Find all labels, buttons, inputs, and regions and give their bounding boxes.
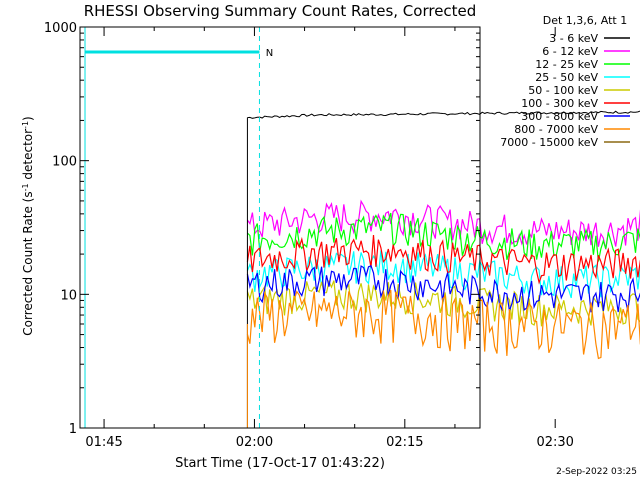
legend-label-2: 12 - 25 keV	[535, 58, 598, 71]
series-line-0	[247, 110, 640, 119]
legend-label-1: 6 - 12 keV	[542, 45, 598, 58]
y-tick-label-2: 100	[52, 155, 77, 170]
legend-label-5: 100 - 300 keV	[521, 97, 598, 110]
legend-label-0: 3 - 6 keV	[549, 32, 598, 45]
legend-label-3: 25 - 50 keV	[535, 71, 598, 84]
series-line-4	[246, 279, 640, 327]
y-tick-label-0: 1	[69, 422, 77, 437]
axes-layer: 01:4502:0002:1502:3002:4503:0003:1511010…	[44, 21, 574, 450]
overlay-layer: NS	[84, 27, 273, 428]
footer-date: 2-Sep-2022 03:25	[556, 467, 637, 477]
series-line-5	[246, 234, 640, 285]
y-axis-label-main: Corrected Count Rate (s	[21, 191, 35, 335]
legend-label-6: 300 - 800 keV	[521, 110, 598, 123]
x-axis-label: Start Time (17-Oct-17 01:43:22)	[175, 456, 385, 471]
x-tick-label-3: 02:30	[536, 435, 573, 450]
night-label: N	[266, 48, 273, 59]
plot-frame	[79, 26, 481, 429]
x-tick-label-1: 02:00	[236, 435, 273, 450]
y-tick-label-3: 1000	[44, 21, 77, 36]
chart-title: RHESSI Observing Summary Count Rates, Co…	[84, 2, 477, 20]
y-axis-label-sup2: -1	[21, 121, 30, 129]
series-line-2	[246, 212, 640, 262]
legend-label-8: 7000 - 15000 keV	[500, 136, 598, 149]
y-axis-label-sup1: -1	[21, 183, 30, 191]
y-tick-label-1: 10	[60, 288, 77, 303]
y-axis-label: Corrected Count Rate (s-1 detector-1)	[21, 116, 36, 335]
y-axis-label-mid: detector	[21, 129, 35, 184]
legend-title: Det 1,3,6, Att 1	[543, 14, 627, 27]
y-axis-label-end: )	[21, 116, 35, 121]
series-line-7	[246, 289, 640, 360]
legend-label-7: 800 - 7000 keV	[514, 123, 598, 136]
x-tick-label-0: 01:45	[85, 435, 122, 450]
legend-label-4: 50 - 100 keV	[528, 84, 598, 97]
series-line-3	[246, 250, 640, 299]
x-tick-label-2: 02:15	[386, 435, 423, 450]
series-line-1	[246, 199, 640, 250]
series-layer	[246, 110, 640, 428]
series-line-6	[246, 265, 640, 313]
